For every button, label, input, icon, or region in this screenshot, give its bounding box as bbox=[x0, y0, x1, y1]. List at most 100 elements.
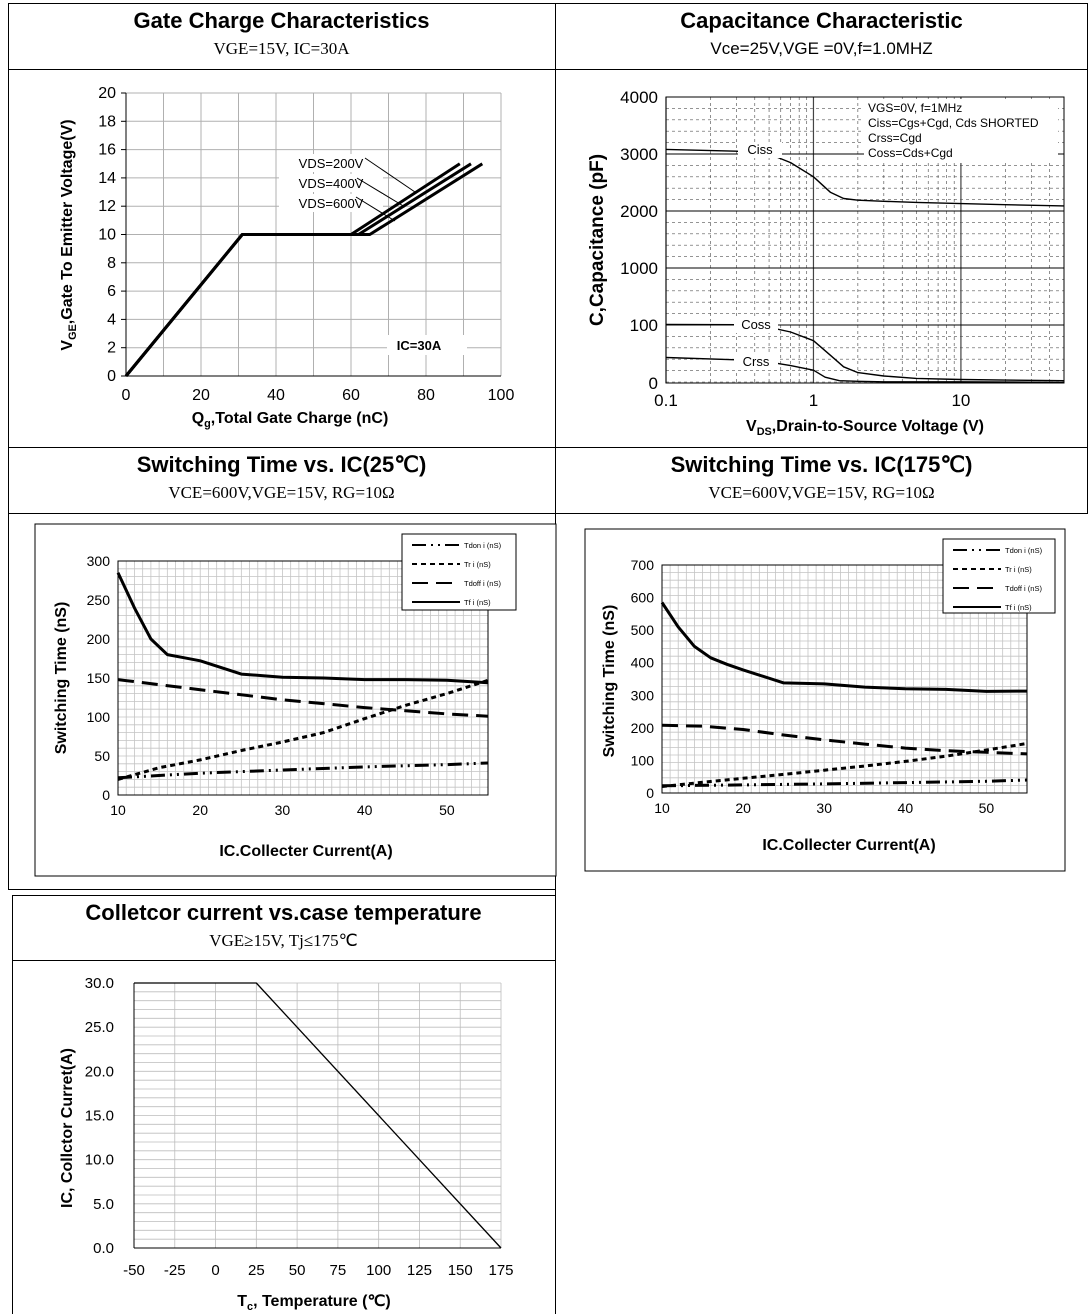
chart-title: Capacitance Characteristic bbox=[680, 8, 963, 33]
y-tick-label: 4 bbox=[107, 311, 116, 328]
x-tick-label: 50 bbox=[439, 802, 455, 818]
y-tick-label: 500 bbox=[631, 622, 655, 638]
plot-frame bbox=[661, 564, 1028, 794]
x-tick-label: 30 bbox=[816, 800, 832, 816]
chart-subtitle: VCE=600V,VGE=15V, RG=10Ω bbox=[168, 483, 395, 502]
table-border bbox=[8, 3, 9, 890]
y-tick-label: 20.0 bbox=[85, 1063, 114, 1080]
y-tick-label: 300 bbox=[631, 687, 655, 703]
y-tick-label: 250 bbox=[87, 592, 111, 608]
x-axis-label: IC.Collecter Current(A) bbox=[219, 843, 392, 860]
table-border bbox=[8, 513, 1088, 514]
table-border bbox=[8, 3, 1088, 4]
chart-header-switching-175: Switching Time vs. IC(175℃) VCE=600V,VGE… bbox=[555, 452, 1088, 504]
y-tick-label: 300 bbox=[87, 553, 111, 569]
notes-box bbox=[864, 99, 1058, 163]
data-series-line bbox=[117, 761, 489, 780]
data-series-line bbox=[134, 982, 502, 1249]
x-tick-label: 10 bbox=[654, 800, 670, 816]
y-tick-label: 150 bbox=[87, 670, 111, 686]
chart-subtitle: VGE=15V, IC=30A bbox=[213, 39, 350, 58]
series-label: Coss bbox=[741, 317, 771, 332]
series-label: Crss bbox=[743, 354, 770, 369]
x-tick-label: 100 bbox=[488, 387, 515, 404]
chart-note: Ciss=Cgs+Cgd, Cds SHORTED bbox=[868, 116, 1039, 130]
data-series-line bbox=[117, 678, 489, 718]
y-tick-label: 3000 bbox=[620, 145, 658, 164]
table-border bbox=[12, 960, 555, 961]
x-axis-label: Tc, Temperature (℃) bbox=[237, 1293, 391, 1313]
table-border bbox=[12, 895, 13, 1314]
legend-label: Tf i (nS) bbox=[1005, 603, 1032, 612]
table-border bbox=[8, 889, 555, 890]
x-tick-label: 30 bbox=[275, 802, 291, 818]
y-axis-label: C,Capacitance (pF) bbox=[587, 154, 608, 326]
series-label-leader bbox=[364, 157, 416, 193]
y-tick-label: 10.0 bbox=[85, 1152, 114, 1169]
table-border bbox=[8, 447, 1088, 448]
series-label-bg bbox=[279, 154, 383, 172]
y-tick-label: 25.0 bbox=[85, 1019, 114, 1036]
y-tick-label: 100 bbox=[87, 709, 111, 725]
table-border bbox=[8, 69, 1088, 70]
y-tick-label: 200 bbox=[87, 631, 111, 647]
y-axis-label: Switching Time (nS) bbox=[53, 602, 70, 755]
y-tick-label: 1000 bbox=[620, 259, 658, 278]
x-tick-label: 0 bbox=[211, 1262, 219, 1279]
data-series-line bbox=[661, 778, 1028, 788]
x-tick-label: 0 bbox=[122, 387, 131, 404]
y-tick-label: 100 bbox=[631, 752, 655, 768]
y-tick-label: 12 bbox=[98, 198, 116, 215]
y-tick-label: 30.0 bbox=[85, 975, 114, 992]
y-tick-label: 2 bbox=[107, 340, 116, 357]
y-tick-label: 100 bbox=[630, 316, 658, 335]
y-tick-label: 0 bbox=[107, 368, 116, 385]
data-series-line bbox=[117, 678, 489, 781]
y-tick-label: 15.0 bbox=[85, 1108, 114, 1125]
plot-frame bbox=[117, 560, 489, 796]
x-tick-label: 20 bbox=[192, 387, 210, 404]
chart-header-collector-current: Colletcor current vs.case temperature VG… bbox=[12, 900, 555, 952]
x-tick-label: 40 bbox=[898, 800, 914, 816]
y-tick-label: 0 bbox=[646, 785, 654, 801]
x-tick-label: 100 bbox=[366, 1262, 391, 1279]
chart-header-gate-charge: Gate Charge Characteristics VGE=15V, IC=… bbox=[8, 8, 555, 60]
chart-note: Coss=Cds+Cgd bbox=[868, 146, 953, 160]
legend-box bbox=[942, 538, 1056, 614]
x-tick-label: 150 bbox=[448, 1262, 473, 1279]
y-tick-label: 700 bbox=[631, 557, 655, 573]
chart-header-switching-25: Switching Time vs. IC(25℃) VCE=600V,VGE=… bbox=[8, 452, 555, 504]
table-border bbox=[12, 895, 555, 896]
y-tick-label: 14 bbox=[98, 170, 116, 187]
y-tick-label: 8 bbox=[107, 255, 116, 272]
y-tick-label: 50 bbox=[94, 748, 110, 764]
y-tick-label: 16 bbox=[98, 142, 116, 159]
x-tick-label: 0.1 bbox=[654, 391, 678, 410]
x-tick-label: 1 bbox=[809, 391, 818, 410]
data-series-line bbox=[124, 162, 484, 377]
chart-subtitle: VCE=600V,VGE=15V, RG=10Ω bbox=[708, 483, 935, 502]
legend-label: Tr i (nS) bbox=[464, 560, 491, 569]
x-tick-label: 125 bbox=[407, 1262, 432, 1279]
y-tick-label: 0 bbox=[649, 374, 658, 393]
y-tick-label: 0.0 bbox=[93, 1240, 114, 1257]
x-tick-label: -25 bbox=[164, 1262, 186, 1279]
chart-annotation: IC=30A bbox=[397, 338, 442, 353]
legend-label: Tr i (nS) bbox=[1005, 565, 1032, 574]
x-tick-label: 20 bbox=[735, 800, 751, 816]
series-label: VDS=200V bbox=[299, 156, 364, 171]
x-tick-label: 40 bbox=[357, 802, 373, 818]
y-tick-label: 4000 bbox=[620, 88, 658, 107]
chart-note: VGS=0V, f=1MHz bbox=[868, 101, 962, 115]
y-tick-label: 400 bbox=[631, 655, 655, 671]
series-label-bg bbox=[734, 317, 778, 333]
annotation-bg bbox=[387, 335, 467, 355]
series-label-bg bbox=[734, 354, 778, 370]
x-tick-label: 50 bbox=[979, 800, 995, 816]
x-axis-label: Qg,Total Gate Charge (nC) bbox=[192, 410, 389, 430]
y-axis-label: VGE,Gate To Emitter Voltage(V) bbox=[59, 119, 79, 350]
x-tick-label: 175 bbox=[488, 1262, 513, 1279]
chart-subtitle: Vce=25V,VGE =0V,f=1.0MHZ bbox=[710, 39, 933, 58]
legend-box bbox=[401, 533, 517, 611]
